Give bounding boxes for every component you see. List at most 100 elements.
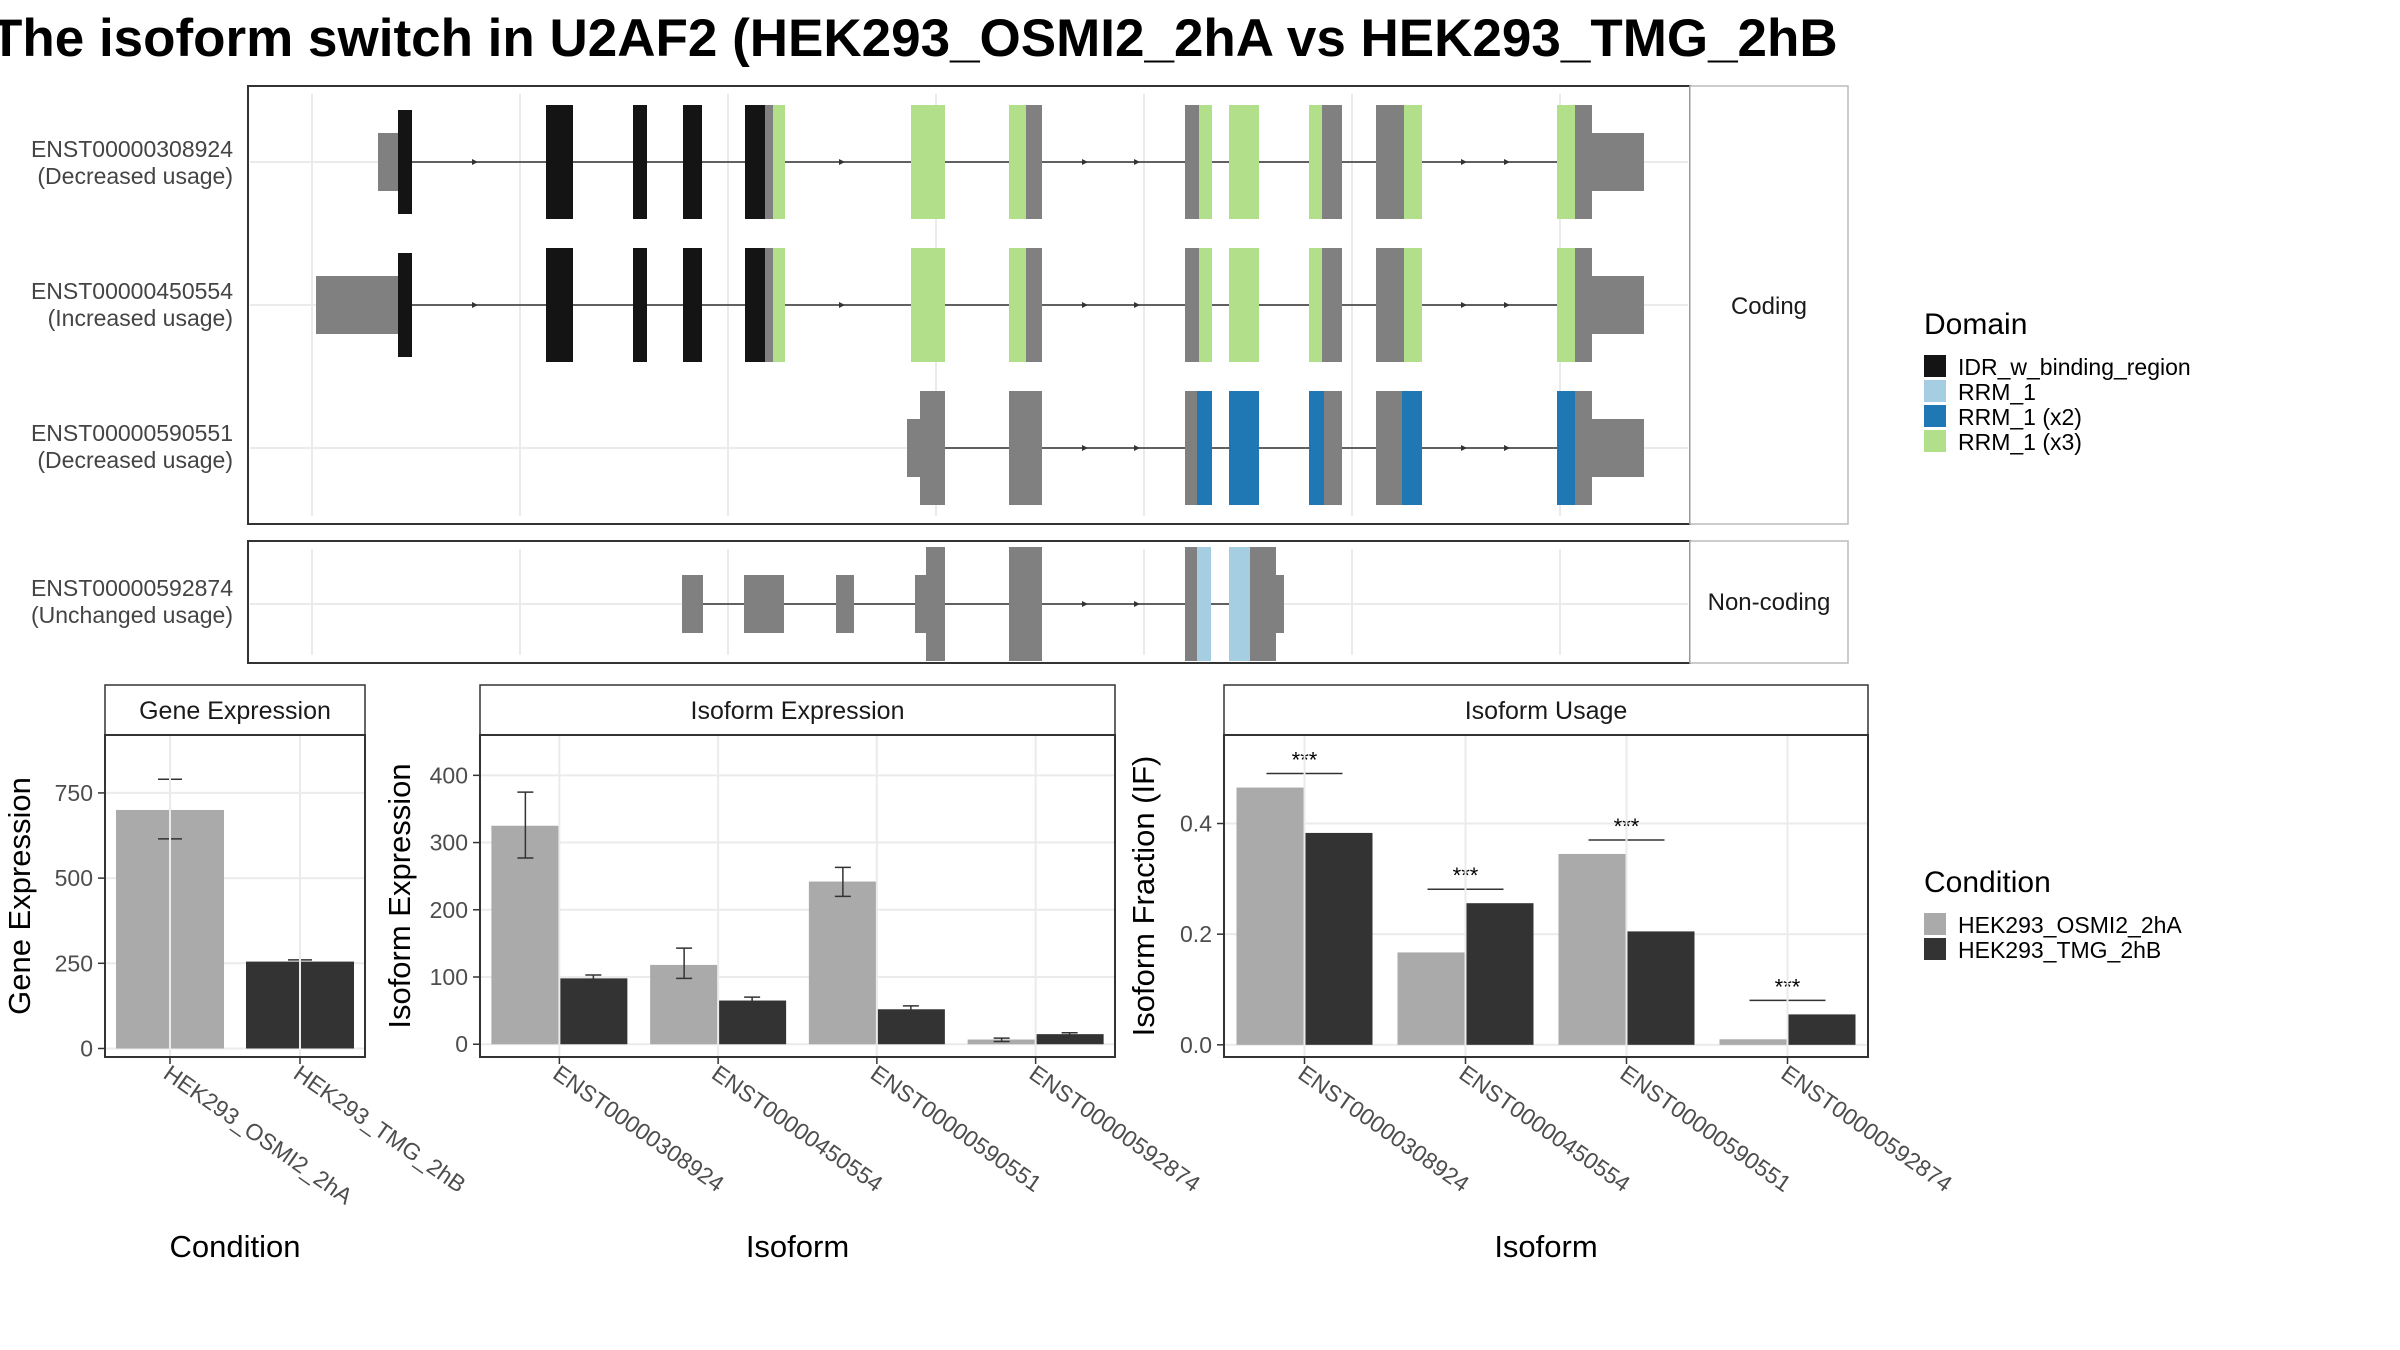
exon-block	[765, 248, 773, 362]
exon-block	[1185, 391, 1197, 505]
exon-block	[1229, 547, 1250, 661]
bar	[1035, 1034, 1104, 1045]
exon-block	[1250, 547, 1276, 661]
transcript-4-structure	[682, 547, 1284, 661]
y-tick-label: 0.4	[1180, 811, 1212, 837]
domain-legend-key	[1924, 380, 1946, 402]
exon-block	[1376, 391, 1402, 505]
condition-legend-title: Condition	[1924, 866, 2051, 899]
intron-arrow	[1134, 302, 1140, 308]
intron-arrow	[839, 159, 845, 165]
exon-block	[1376, 248, 1404, 362]
exon-block	[765, 105, 773, 219]
exon-block	[682, 575, 703, 633]
exon-block	[1229, 248, 1259, 362]
bar	[1397, 952, 1466, 1045]
y-axis-label: Isoform Fraction (IF)	[1126, 756, 1161, 1037]
exon-block	[546, 248, 573, 362]
plot-border	[479, 734, 1116, 1058]
exon-block	[1575, 248, 1592, 362]
exon-block	[926, 547, 945, 661]
transcript-id-label: ENST00000592874	[31, 575, 233, 601]
y-tick-label: 0	[455, 1031, 468, 1057]
exon-block	[911, 248, 945, 362]
intron-arrow	[472, 159, 478, 165]
bar	[1236, 787, 1305, 1045]
exon-block	[1185, 248, 1199, 362]
domain-legend-key	[1924, 405, 1946, 427]
plot-border	[1223, 734, 1869, 1058]
bar	[1626, 931, 1695, 1045]
transcript-usage-label: (Decreased usage)	[37, 163, 233, 189]
bar	[1787, 1014, 1856, 1045]
panel-strip	[104, 684, 366, 736]
intron-arrow	[1461, 159, 1467, 165]
noncoding-strip-label: Non-coding	[1708, 589, 1831, 616]
exon-block	[1009, 105, 1026, 219]
exon-block	[683, 248, 702, 362]
intron-arrow	[1082, 159, 1088, 165]
transcript-1-structure	[378, 105, 1644, 219]
intron-arrow	[1461, 445, 1467, 451]
exon-block	[745, 105, 765, 219]
domain-legend: Domain IDR_w_binding_region RRM_1 RRM_1 …	[1924, 308, 2191, 455]
bar	[1719, 1039, 1788, 1045]
bar	[876, 1009, 945, 1045]
bar	[718, 1000, 787, 1045]
exon-block	[836, 575, 854, 633]
domain-legend-title: Domain	[1924, 308, 2027, 341]
exon-block	[1592, 419, 1644, 477]
exon-block	[1557, 248, 1575, 362]
transcript-structures	[316, 105, 1644, 661]
intron-arrow	[1082, 445, 1088, 451]
exon-block	[911, 105, 945, 219]
condition-legend: Condition HEK293_OSMI2_2hA HEK293_TMG_2h…	[1924, 866, 2182, 963]
x-tick-label: ENST00000308924	[549, 1060, 730, 1197]
exon-block	[1592, 276, 1644, 334]
intron-arrow	[472, 302, 478, 308]
intron-arrow	[1504, 159, 1510, 165]
exon-block	[316, 276, 398, 334]
bars	[491, 791, 1104, 1045]
x-tick-label: ENST00000592874	[1025, 1060, 1206, 1197]
domain-legend-key	[1924, 430, 1946, 452]
x-tick-label: ENST00000308924	[1294, 1060, 1475, 1197]
exon-block	[1309, 391, 1324, 505]
transcript-id-label: ENST00000308924	[31, 136, 233, 162]
exon-block	[1197, 391, 1212, 505]
x-axis-label: Isoform	[746, 1229, 849, 1264]
exon-block	[915, 575, 926, 633]
x-axis-label: Condition	[170, 1229, 301, 1264]
intron-arrow	[1504, 302, 1510, 308]
exon-block	[1557, 105, 1575, 219]
bar	[1304, 832, 1373, 1045]
intron-arrow	[1134, 159, 1140, 165]
exon-block	[1009, 248, 1026, 362]
domain-legend-label: RRM_1	[1958, 379, 2036, 405]
x-axis-label: Isoform	[1494, 1229, 1597, 1264]
x-tick-label: ENST00000590551	[866, 1060, 1046, 1197]
y-tick-label: 200	[430, 897, 468, 923]
exon-block	[398, 110, 412, 214]
domain-legend-label: RRM_1 (x2)	[1958, 404, 2082, 430]
y-tick-label: 750	[55, 780, 93, 806]
exon-block	[1276, 575, 1284, 633]
exon-block	[1185, 547, 1197, 661]
intron-arrow	[1504, 445, 1510, 451]
intron-arrow	[839, 302, 845, 308]
y-tick-label: 100	[430, 964, 468, 990]
y-axis-label: Gene Expression	[2, 777, 37, 1015]
y-tick-label: 400	[430, 762, 468, 788]
condition-legend-label: HEK293_OSMI2_2hA	[1958, 912, 2182, 938]
condition-legend-label: HEK293_TMG_2hB	[1958, 937, 2161, 963]
panel-title: Gene Expression	[139, 697, 331, 725]
exon-block	[633, 105, 647, 219]
domain-legend-label: IDR_w_binding_region	[1958, 354, 2191, 380]
intron-arrow	[1134, 445, 1140, 451]
exon-block	[546, 105, 573, 219]
exon-block	[1322, 248, 1342, 362]
exon-block	[398, 253, 412, 357]
exon-block	[1402, 391, 1422, 505]
exon-block	[1199, 105, 1212, 219]
